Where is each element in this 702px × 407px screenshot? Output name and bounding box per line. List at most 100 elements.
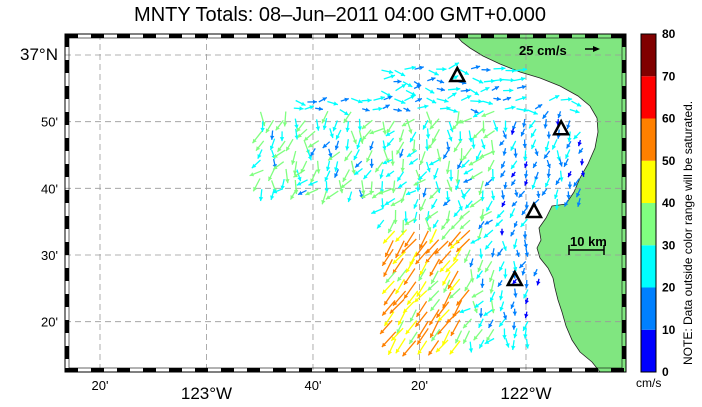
current-vector-head	[407, 82, 413, 87]
frame-tick	[65, 34, 78, 38]
lon-label: 40'	[305, 378, 322, 393]
current-vector-head	[428, 350, 433, 356]
current-vector-head	[361, 124, 367, 129]
current-vector-head	[478, 313, 484, 318]
current-vector-head	[448, 177, 454, 182]
current-vector-head	[453, 75, 459, 80]
frame-tick	[622, 190, 626, 203]
current-vector-head	[428, 297, 433, 302]
current-vector-head	[451, 92, 457, 97]
current-vector-head	[352, 139, 357, 144]
current-vector-head	[485, 87, 490, 92]
current-vector-head	[307, 155, 312, 161]
current-vector-head	[382, 130, 387, 135]
current-vector-head	[429, 271, 434, 277]
current-vector-head	[511, 164, 516, 169]
current-vector-head	[390, 74, 395, 79]
current-vector-head	[544, 154, 549, 159]
current-vector-head	[456, 86, 461, 92]
current-vector-head	[441, 225, 446, 230]
current-vector-head	[299, 106, 304, 111]
current-vector-head	[378, 190, 384, 195]
current-vector-head	[301, 101, 306, 106]
current-vector-head	[305, 191, 310, 196]
frame-inner	[68, 37, 623, 369]
current-vector-head	[398, 137, 403, 143]
current-vector-head	[335, 134, 340, 140]
note-text: NOTE: Data outside color range will be s…	[681, 101, 695, 365]
current-vector-head	[438, 316, 443, 322]
lat-label: 50'	[41, 115, 58, 130]
current-vector-head	[488, 166, 492, 172]
current-vector-head	[413, 181, 419, 186]
current-vector-head	[463, 339, 468, 344]
current-vector-head	[523, 334, 528, 339]
current-vector-head	[499, 322, 504, 327]
current-vector-head	[397, 107, 402, 113]
colorbar-segment	[641, 287, 656, 330]
current-vector-head	[324, 176, 329, 182]
current-vector-head	[419, 244, 424, 249]
frame-tick	[169, 368, 182, 372]
current-vector-head	[367, 98, 372, 103]
frame-tick	[273, 34, 286, 38]
current-vector-head	[483, 311, 489, 316]
frame-tick	[273, 368, 286, 372]
current-vector-head	[294, 124, 299, 129]
current-vector-head	[344, 111, 349, 116]
current-vector-head	[459, 225, 465, 230]
current-vector-head	[405, 329, 410, 335]
current-vector-head	[567, 172, 572, 178]
frame-tick	[455, 368, 468, 372]
current-vector-head	[392, 259, 398, 264]
current-vector-head	[380, 329, 385, 334]
current-vector-head	[513, 222, 518, 228]
current-vector-head	[431, 336, 436, 342]
current-vector-head	[486, 207, 491, 212]
current-vector-head	[510, 231, 515, 237]
current-vector-head	[386, 128, 391, 134]
scale-vector-label: 25 cm/s	[519, 43, 567, 58]
current-vector-head	[494, 86, 499, 91]
current-vector-head	[312, 99, 317, 105]
current-vector-head	[444, 98, 449, 103]
current-vector-head	[385, 104, 390, 109]
current-vector-head	[445, 267, 450, 273]
lat-label: 20'	[41, 315, 58, 330]
current-vector-head	[537, 104, 543, 109]
current-vector-head	[384, 300, 389, 306]
current-vector-head	[478, 190, 483, 196]
current-vector-head	[463, 178, 468, 183]
current-vector-head	[428, 144, 433, 149]
current-vector-head	[531, 132, 535, 138]
current-vector-head	[521, 271, 526, 276]
current-vector-head	[418, 175, 423, 180]
current-vector-head	[512, 279, 517, 285]
current-vector-head	[397, 176, 402, 182]
current-vector-head	[473, 113, 478, 118]
current-vector-head	[458, 206, 463, 211]
current-vector-head	[408, 129, 413, 134]
current-vector-head	[525, 344, 530, 349]
current-vector-head	[499, 295, 504, 301]
graticule	[65, 34, 626, 372]
current-vector-head	[396, 329, 401, 334]
current-vector-head	[510, 130, 515, 135]
colorbar-tick-label: 40	[662, 196, 676, 210]
current-vector-head	[557, 113, 562, 119]
current-vector-head	[453, 108, 458, 113]
colorbar-segment	[641, 160, 656, 203]
current-vector-head	[445, 197, 450, 202]
current-vector-head	[499, 77, 504, 83]
current-vector-head	[417, 350, 422, 355]
current-vector-head	[520, 222, 525, 227]
current-vector-head	[328, 153, 333, 158]
current-vector-head	[383, 238, 388, 244]
current-vector-head	[576, 202, 581, 207]
current-vector-head	[511, 202, 517, 207]
current-vector-head	[273, 153, 278, 158]
current-vector-head	[479, 153, 485, 158]
frame-tick	[65, 320, 69, 333]
current-vector-head	[554, 95, 560, 100]
scale-vector: 25 cm/s	[519, 43, 600, 58]
